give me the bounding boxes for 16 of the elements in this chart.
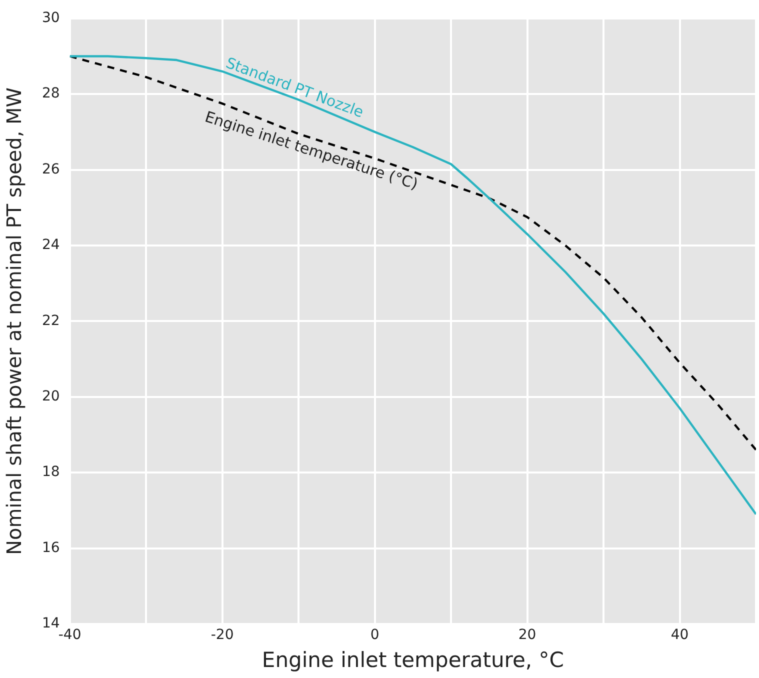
y-tick-label: 24 [42,237,60,254]
x-tick-label: -20 [210,627,234,644]
y-axis-title: Nominal shaft power at nominal PT speed, MW [2,87,26,555]
y-tick-label: 16 [42,540,60,556]
y-tick-label: 28 [42,86,60,102]
y-tick-label: 26 [42,161,60,178]
x-tick-label: 20 [518,627,536,644]
y-tick-label: 22 [42,312,60,329]
x-axis-title: Engine inlet temperature, °C [262,648,564,672]
y-tick-label: 14 [42,616,60,632]
x-tick-label: 0 [370,627,380,644]
y-tick-label: 18 [42,464,60,480]
y-tick-label: 20 [42,388,60,405]
x-tick-label: -40 [58,627,82,644]
x-tick-label: 40 [670,627,689,644]
y-tick-label: 30 [42,10,60,26]
